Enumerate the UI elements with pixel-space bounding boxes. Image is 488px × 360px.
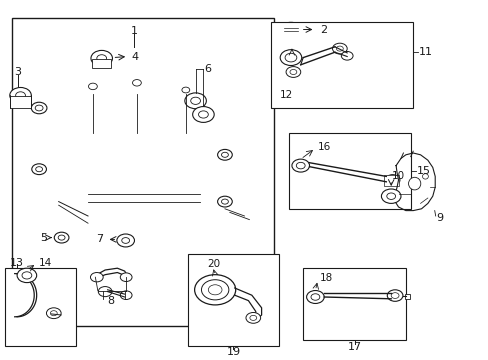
- Circle shape: [285, 67, 300, 77]
- Circle shape: [341, 51, 352, 60]
- Circle shape: [31, 102, 47, 114]
- Circle shape: [198, 111, 208, 118]
- Text: 19: 19: [226, 347, 240, 357]
- Bar: [303, 268, 405, 340]
- Circle shape: [22, 272, 32, 279]
- Circle shape: [98, 287, 112, 297]
- Text: 6: 6: [204, 64, 211, 74]
- Text: 12: 12: [279, 90, 292, 100]
- Text: 11: 11: [418, 47, 432, 57]
- Text: 10: 10: [391, 171, 405, 181]
- Ellipse shape: [150, 105, 177, 129]
- Text: 2: 2: [320, 24, 327, 35]
- Circle shape: [289, 69, 296, 75]
- Bar: [10, 96, 31, 108]
- Circle shape: [97, 55, 106, 62]
- Text: 1: 1: [131, 26, 138, 36]
- Circle shape: [120, 273, 132, 282]
- Bar: [129, 108, 149, 124]
- Text: 8: 8: [107, 296, 114, 306]
- Circle shape: [190, 97, 200, 104]
- Circle shape: [386, 290, 402, 301]
- Text: 9: 9: [435, 213, 443, 223]
- Text: 17: 17: [347, 342, 361, 352]
- Circle shape: [182, 87, 189, 93]
- Text: 18: 18: [320, 273, 333, 283]
- Circle shape: [336, 46, 343, 51]
- Bar: [404, 294, 409, 299]
- Circle shape: [281, 22, 300, 37]
- Circle shape: [221, 199, 228, 204]
- Circle shape: [36, 167, 42, 172]
- Circle shape: [217, 196, 232, 207]
- Circle shape: [381, 189, 400, 203]
- Ellipse shape: [407, 177, 420, 190]
- Circle shape: [46, 308, 61, 319]
- Bar: [92, 59, 111, 68]
- Circle shape: [194, 275, 235, 305]
- Circle shape: [17, 268, 37, 283]
- Circle shape: [88, 83, 97, 90]
- Text: 20: 20: [207, 258, 220, 269]
- Circle shape: [208, 285, 222, 295]
- Circle shape: [385, 175, 399, 185]
- Circle shape: [390, 293, 398, 298]
- Bar: [271, 22, 412, 108]
- Circle shape: [386, 193, 395, 199]
- Circle shape: [54, 232, 69, 243]
- Circle shape: [280, 50, 301, 66]
- Circle shape: [388, 177, 395, 183]
- Circle shape: [132, 80, 141, 86]
- Bar: [188, 254, 278, 346]
- Circle shape: [201, 280, 228, 300]
- Bar: [5, 268, 76, 346]
- Circle shape: [122, 238, 129, 243]
- Circle shape: [221, 152, 228, 157]
- Bar: [12, 18, 273, 326]
- Circle shape: [50, 311, 57, 316]
- Bar: [383, 175, 398, 186]
- Circle shape: [249, 315, 256, 320]
- Circle shape: [90, 273, 103, 282]
- Circle shape: [296, 162, 305, 169]
- Circle shape: [32, 164, 46, 175]
- Circle shape: [192, 107, 214, 122]
- Ellipse shape: [422, 174, 427, 179]
- Text: 13: 13: [10, 258, 24, 268]
- Circle shape: [184, 93, 206, 109]
- Circle shape: [120, 291, 132, 300]
- Circle shape: [10, 87, 31, 103]
- Text: 7: 7: [96, 234, 103, 244]
- Text: 5: 5: [41, 233, 47, 243]
- Circle shape: [332, 43, 346, 54]
- Circle shape: [291, 159, 309, 172]
- Circle shape: [217, 149, 232, 160]
- Circle shape: [310, 294, 319, 300]
- Circle shape: [58, 235, 65, 240]
- Circle shape: [117, 234, 134, 247]
- Text: 16: 16: [317, 142, 330, 152]
- Circle shape: [245, 312, 260, 323]
- Text: 3: 3: [15, 67, 21, 77]
- Text: 14: 14: [39, 258, 52, 268]
- Text: 15: 15: [416, 166, 430, 176]
- Circle shape: [286, 26, 295, 33]
- Circle shape: [91, 50, 112, 66]
- Ellipse shape: [98, 101, 127, 126]
- Circle shape: [16, 92, 25, 99]
- Text: 4: 4: [131, 51, 138, 62]
- Circle shape: [35, 105, 43, 111]
- Bar: [288, 133, 410, 209]
- Circle shape: [306, 291, 324, 303]
- Circle shape: [285, 53, 296, 62]
